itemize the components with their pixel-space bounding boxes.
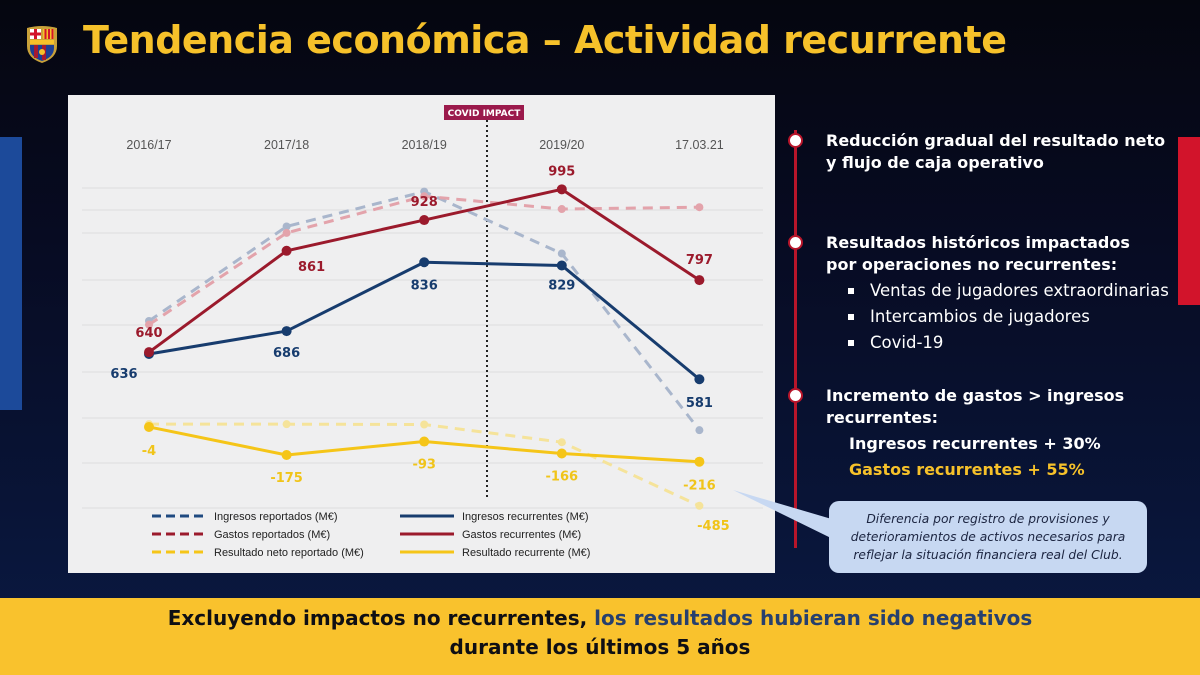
data-point: [557, 438, 566, 447]
right-accent-bar: [1178, 137, 1200, 305]
point-2-title: Resultados históricos impactados por ope…: [826, 233, 1130, 274]
data-point: [144, 347, 154, 358]
data-point: [419, 257, 430, 268]
data-point: [557, 249, 566, 258]
data-point: [557, 205, 566, 214]
fcb-crest-logo: [27, 26, 57, 63]
legend-label: Gastos reportados (M€): [214, 529, 330, 541]
list-item: Ventas de jugadores extraordinarias: [848, 278, 1169, 304]
footer-banner: Excluyendo impactos no recurrentes, los …: [0, 598, 1200, 675]
data-point: [694, 456, 705, 467]
data-label: 797: [686, 253, 713, 268]
point-3-title: Incremento de gastos > ingresos recurren…: [826, 386, 1125, 427]
data-label: -485: [697, 519, 730, 534]
list-item: Intercambios de jugadores: [848, 304, 1169, 330]
stat-gastos: Gastos recurrentes + 55%: [849, 460, 1085, 479]
data-point: [695, 203, 704, 212]
timeline-line: [794, 130, 797, 548]
callout-note: Diferencia por registro de provisiones y…: [829, 501, 1147, 573]
page-title: Tendencia económica – Actividad recurren…: [83, 18, 1007, 62]
data-label: 640: [135, 326, 162, 341]
data-label: 928: [411, 195, 438, 210]
data-label: 636: [110, 367, 137, 382]
data-point: [556, 448, 567, 459]
x-tick-label: 17.03.21: [675, 138, 724, 152]
legend-label: Gastos recurrentes (M€): [462, 529, 581, 541]
point-1-title: Reducción gradual del resultado neto y f…: [826, 131, 1166, 172]
x-tick-label: 2018/19: [402, 138, 447, 152]
covid-badge: [444, 105, 524, 120]
footer-text-1: Excluyendo impactos no recurrentes,: [167, 606, 595, 630]
data-point: [144, 421, 154, 432]
left-accent-bar: [0, 137, 22, 410]
line-chart: 2016/17 2017/18 2018/19 2019/20 17.03.21 COVI…: [68, 95, 775, 573]
data-point: [695, 426, 704, 435]
data-label: -93: [412, 458, 436, 473]
data-label: 861: [298, 260, 325, 275]
point-2-list: Ventas de jugadores extraordinarias Inte…: [848, 278, 1169, 356]
data-point: [694, 374, 705, 385]
timeline-dot: [788, 133, 803, 148]
data-point: [419, 436, 430, 447]
legend-label: Ingresos recurrentes (M€): [462, 511, 589, 523]
data-label: 829: [548, 278, 575, 293]
stat-ingresos: Ingresos recurrentes + 30%: [849, 434, 1101, 453]
footer-highlight: los resultados hubieran sido negativos: [594, 606, 1033, 630]
chart-svg: 2016/17 2017/18 2018/19 2019/20 17.03.21 COVI…: [82, 105, 763, 559]
x-tick-label: 2019/20: [539, 138, 584, 152]
x-tick-label: 2017/18: [264, 138, 309, 152]
data-point: [281, 326, 292, 337]
timeline-dot: [788, 235, 803, 250]
footer-text-2: durante los últimos 5 años: [449, 635, 751, 659]
legend-label: Resultado recurrente (M€): [462, 547, 590, 559]
data-point: [282, 420, 291, 429]
data-point: [420, 420, 429, 429]
legend-label: Ingresos reportados (M€): [214, 511, 338, 523]
data-point: [420, 192, 429, 201]
data-point: [556, 184, 567, 195]
data-point: [145, 320, 153, 329]
callout-text: Diferencia por registro de provisiones y…: [850, 512, 1126, 562]
data-point: [419, 215, 430, 226]
legend-label: Resultado neto reportado (M€): [214, 547, 364, 559]
series-line: [148, 187, 701, 354]
data-label: 995: [548, 164, 575, 179]
data-point: [556, 260, 567, 271]
data-label: 686: [273, 346, 300, 361]
data-label: -166: [546, 470, 579, 485]
list-item: Covid-19: [848, 330, 1169, 356]
timeline-dot: [788, 388, 803, 403]
data-point: [694, 275, 705, 286]
data-label: 581: [686, 396, 713, 411]
data-point: [281, 449, 292, 460]
data-point: [695, 501, 704, 510]
data-point: [281, 245, 292, 256]
x-tick-label: 2016/17: [126, 138, 171, 152]
data-label: 836: [411, 278, 438, 293]
data-point: [282, 222, 291, 231]
data-point: [282, 228, 291, 237]
covid-badge-label: COVID IMPACT: [448, 109, 522, 119]
data-label: -216: [683, 479, 716, 494]
data-label: -175: [270, 471, 303, 486]
data-label: -4: [142, 444, 156, 459]
